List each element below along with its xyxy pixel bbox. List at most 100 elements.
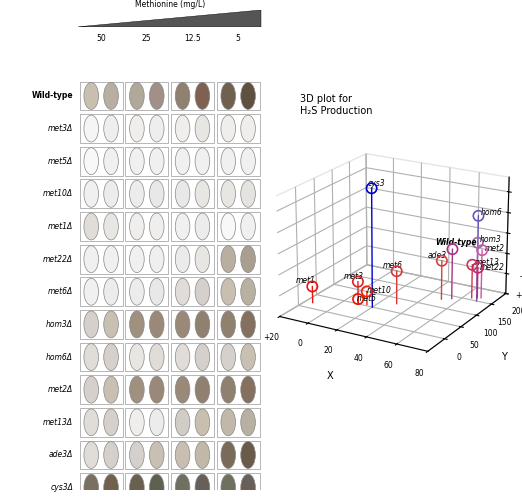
Circle shape <box>129 82 144 110</box>
Text: 12.5: 12.5 <box>184 34 201 43</box>
Circle shape <box>221 246 235 272</box>
Circle shape <box>175 180 190 208</box>
FancyBboxPatch shape <box>79 180 123 208</box>
Circle shape <box>175 82 190 110</box>
Circle shape <box>104 82 118 110</box>
FancyBboxPatch shape <box>171 440 214 470</box>
Text: met13Δ: met13Δ <box>43 418 73 427</box>
Circle shape <box>241 409 255 436</box>
Circle shape <box>84 376 99 403</box>
FancyBboxPatch shape <box>79 278 123 306</box>
Circle shape <box>84 148 99 174</box>
Circle shape <box>149 82 164 110</box>
FancyBboxPatch shape <box>171 376 214 404</box>
Circle shape <box>221 409 235 436</box>
Circle shape <box>104 278 118 305</box>
FancyBboxPatch shape <box>171 114 214 143</box>
Circle shape <box>241 148 255 174</box>
FancyBboxPatch shape <box>217 114 259 143</box>
FancyBboxPatch shape <box>125 440 168 470</box>
FancyBboxPatch shape <box>125 82 168 110</box>
Circle shape <box>241 278 255 305</box>
Circle shape <box>149 148 164 174</box>
Text: Wild-type: Wild-type <box>31 92 73 100</box>
FancyBboxPatch shape <box>171 180 214 208</box>
Circle shape <box>241 82 255 110</box>
FancyBboxPatch shape <box>125 278 168 306</box>
Circle shape <box>221 148 235 174</box>
Circle shape <box>104 148 118 174</box>
Circle shape <box>129 311 144 338</box>
Circle shape <box>149 278 164 305</box>
FancyBboxPatch shape <box>125 408 168 436</box>
Circle shape <box>104 442 118 468</box>
FancyBboxPatch shape <box>217 212 259 241</box>
FancyBboxPatch shape <box>79 310 123 339</box>
Circle shape <box>129 180 144 208</box>
Circle shape <box>129 115 144 142</box>
Circle shape <box>175 376 190 403</box>
FancyBboxPatch shape <box>217 408 259 436</box>
Circle shape <box>129 344 144 370</box>
Circle shape <box>195 376 210 403</box>
FancyBboxPatch shape <box>217 180 259 208</box>
Circle shape <box>149 344 164 370</box>
FancyBboxPatch shape <box>171 212 214 241</box>
Circle shape <box>195 474 210 500</box>
Circle shape <box>221 213 235 240</box>
Circle shape <box>195 311 210 338</box>
FancyBboxPatch shape <box>125 244 168 274</box>
Circle shape <box>129 409 144 436</box>
FancyBboxPatch shape <box>79 473 123 500</box>
FancyBboxPatch shape <box>217 147 259 176</box>
FancyBboxPatch shape <box>171 278 214 306</box>
Circle shape <box>149 213 164 240</box>
Circle shape <box>149 246 164 272</box>
Circle shape <box>221 278 235 305</box>
FancyBboxPatch shape <box>171 82 214 110</box>
FancyBboxPatch shape <box>217 278 259 306</box>
Circle shape <box>241 311 255 338</box>
Circle shape <box>175 148 190 174</box>
Text: hom6Δ: hom6Δ <box>46 352 73 362</box>
Circle shape <box>195 148 210 174</box>
Circle shape <box>175 311 190 338</box>
Text: met10Δ: met10Δ <box>43 190 73 198</box>
FancyBboxPatch shape <box>125 114 168 143</box>
Circle shape <box>104 180 118 208</box>
Circle shape <box>84 246 99 272</box>
FancyBboxPatch shape <box>79 147 123 176</box>
FancyBboxPatch shape <box>79 82 123 110</box>
Circle shape <box>129 376 144 403</box>
Text: met6Δ: met6Δ <box>48 288 73 296</box>
Circle shape <box>175 213 190 240</box>
Circle shape <box>195 278 210 305</box>
Circle shape <box>195 180 210 208</box>
Circle shape <box>84 311 99 338</box>
FancyBboxPatch shape <box>79 408 123 436</box>
Circle shape <box>84 442 99 468</box>
Text: 5: 5 <box>236 34 241 43</box>
Circle shape <box>129 278 144 305</box>
FancyBboxPatch shape <box>79 342 123 372</box>
Circle shape <box>241 376 255 403</box>
FancyBboxPatch shape <box>171 310 214 339</box>
Circle shape <box>129 213 144 240</box>
Circle shape <box>175 474 190 500</box>
Circle shape <box>195 344 210 370</box>
Circle shape <box>84 180 99 208</box>
Circle shape <box>129 442 144 468</box>
Circle shape <box>104 474 118 500</box>
FancyBboxPatch shape <box>217 310 259 339</box>
FancyBboxPatch shape <box>217 440 259 470</box>
Circle shape <box>241 213 255 240</box>
FancyBboxPatch shape <box>217 376 259 404</box>
Text: met3Δ: met3Δ <box>48 124 73 133</box>
Circle shape <box>84 344 99 370</box>
FancyBboxPatch shape <box>125 473 168 500</box>
Circle shape <box>104 311 118 338</box>
FancyBboxPatch shape <box>79 212 123 241</box>
FancyBboxPatch shape <box>79 376 123 404</box>
Circle shape <box>84 409 99 436</box>
Text: met5Δ: met5Δ <box>48 156 73 166</box>
